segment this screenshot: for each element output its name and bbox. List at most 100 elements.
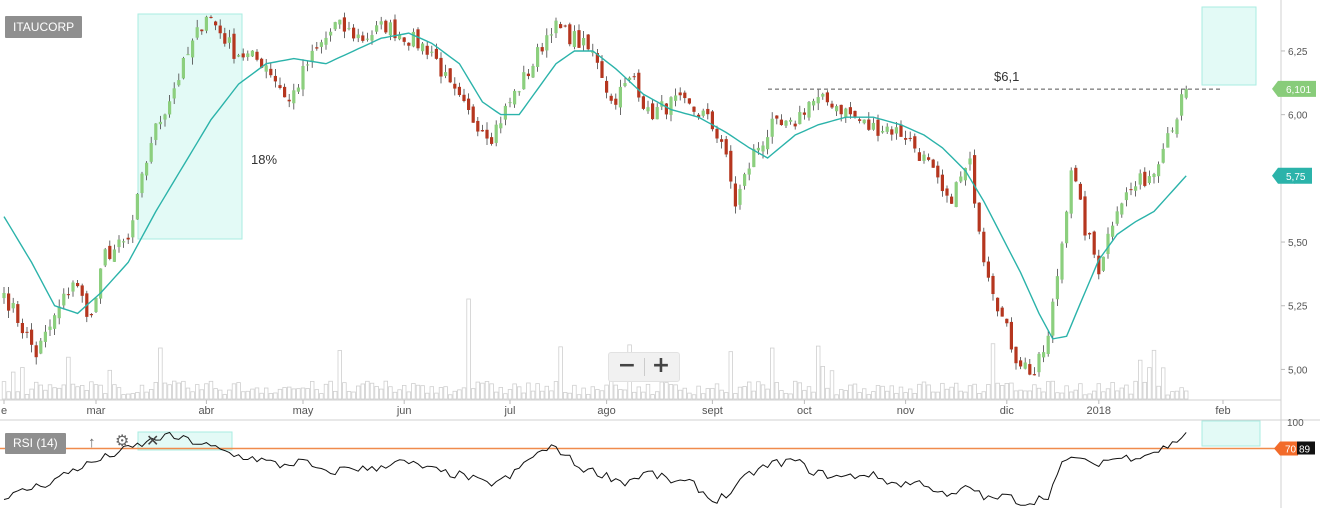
volume-bar bbox=[747, 381, 752, 400]
candle-body bbox=[1088, 232, 1092, 235]
arrow-up-icon[interactable]: ↑ bbox=[88, 434, 96, 451]
candle-body bbox=[1124, 192, 1128, 201]
candle-body bbox=[807, 101, 811, 118]
candle-body bbox=[154, 123, 158, 140]
candle bbox=[71, 280, 75, 297]
candle bbox=[632, 72, 636, 81]
volume-bar bbox=[655, 391, 660, 400]
candle bbox=[112, 244, 116, 263]
rsi-indicator-tag[interactable]: RSI (14) bbox=[5, 433, 66, 454]
zoom-in-button[interactable]: + bbox=[646, 355, 676, 379]
close-icon[interactable]: ✕ bbox=[146, 433, 160, 450]
volume-bar bbox=[181, 380, 186, 400]
candle bbox=[80, 283, 84, 303]
volume-bar bbox=[742, 386, 747, 400]
x-tick-label: 2018 bbox=[1087, 405, 1111, 417]
candle bbox=[517, 90, 521, 96]
volume-bar bbox=[530, 390, 536, 400]
volume-bar bbox=[457, 389, 462, 400]
volume-bar bbox=[1170, 391, 1175, 400]
symbol-tag[interactable]: ITAUCORP bbox=[5, 16, 83, 38]
candle bbox=[931, 158, 935, 168]
candle-body bbox=[416, 29, 420, 49]
candle bbox=[76, 279, 80, 288]
volume-bar bbox=[328, 380, 333, 400]
volume-bar bbox=[1023, 390, 1028, 400]
candle-body bbox=[7, 293, 11, 311]
volume-bar bbox=[774, 382, 779, 400]
volume-bar bbox=[903, 392, 908, 400]
moving-average bbox=[3, 32, 1187, 340]
candle-body bbox=[149, 143, 153, 162]
candle bbox=[444, 64, 448, 79]
candle-body bbox=[379, 21, 383, 25]
volume-bar bbox=[176, 382, 181, 400]
candle-body bbox=[200, 29, 204, 32]
volume-bar bbox=[875, 385, 881, 400]
candle bbox=[1032, 367, 1036, 376]
volume-bar bbox=[254, 387, 260, 400]
candle bbox=[982, 227, 986, 267]
candle-body bbox=[195, 27, 199, 38]
candle-body bbox=[1065, 211, 1069, 244]
candle-body bbox=[131, 220, 135, 238]
candle-body bbox=[927, 157, 931, 160]
candle-body bbox=[204, 16, 208, 31]
candle bbox=[908, 131, 912, 142]
candle-body bbox=[471, 106, 475, 123]
candle-body bbox=[53, 315, 57, 329]
candle-body bbox=[283, 86, 287, 98]
candle-body bbox=[812, 100, 816, 106]
candle-body bbox=[11, 302, 15, 309]
candle-body bbox=[848, 107, 852, 115]
volume-bar bbox=[912, 393, 917, 400]
minus-icon: − bbox=[617, 353, 637, 378]
candle bbox=[480, 124, 484, 132]
volume-bar bbox=[406, 391, 411, 400]
candle bbox=[724, 136, 728, 158]
candlesticks bbox=[2, 12, 1188, 377]
volume-bar bbox=[498, 387, 503, 400]
candle bbox=[227, 29, 231, 49]
volume-bar bbox=[1018, 389, 1023, 400]
candle-body bbox=[260, 58, 264, 68]
volume-bar bbox=[112, 384, 117, 400]
volume-bar bbox=[466, 298, 471, 400]
candle bbox=[1014, 346, 1018, 370]
volume-bar bbox=[544, 385, 549, 400]
candle bbox=[655, 103, 659, 120]
volume-bar bbox=[1009, 382, 1014, 400]
gear-icon[interactable]: ⚙ bbox=[115, 433, 130, 450]
zoom-out-button[interactable]: − bbox=[612, 355, 642, 379]
rsi-target-box bbox=[1201, 420, 1261, 447]
candle-body bbox=[508, 102, 512, 104]
volume-bar bbox=[415, 384, 421, 400]
volume-bar bbox=[204, 383, 209, 400]
volume-bar bbox=[540, 390, 545, 400]
candle bbox=[379, 16, 383, 30]
candle-body bbox=[223, 33, 227, 44]
candle-body bbox=[687, 98, 691, 104]
volume-bar bbox=[93, 384, 99, 400]
volume-bar bbox=[10, 371, 16, 400]
candle bbox=[991, 273, 995, 301]
x-axis-ticks: e mar abr may jun jul ago sept oct nov dic 2018 feb bbox=[1, 400, 1231, 417]
volume-bar bbox=[659, 381, 664, 400]
candle bbox=[241, 48, 245, 61]
volume-bar bbox=[940, 382, 945, 400]
candle-body bbox=[1074, 167, 1078, 182]
volume-bar bbox=[29, 388, 34, 400]
candle bbox=[733, 176, 737, 214]
volume-bar bbox=[1000, 385, 1005, 400]
candle bbox=[1055, 268, 1059, 306]
candle bbox=[927, 153, 931, 162]
volume-bar bbox=[535, 383, 540, 400]
candle-body bbox=[448, 68, 452, 83]
candle bbox=[531, 63, 535, 79]
volume-bar bbox=[834, 394, 839, 400]
volume-bar bbox=[443, 386, 448, 400]
candle-body bbox=[227, 37, 231, 43]
volume-bar bbox=[34, 381, 39, 400]
volume-bar bbox=[783, 392, 789, 400]
